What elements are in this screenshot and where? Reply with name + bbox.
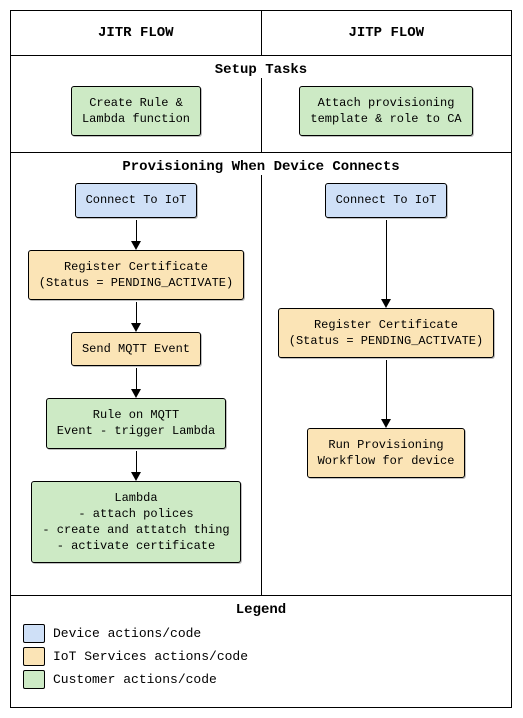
header-row: JITR FLOW JITP FLOW — [11, 11, 511, 56]
legend-section: Legend Device actions/code IoT Services a… — [11, 596, 511, 707]
header-right: JITP FLOW — [262, 11, 512, 55]
flow-box-left-3: Rule on MQTT Event - trigger Lambda — [46, 398, 226, 448]
header-left: JITR FLOW — [11, 11, 262, 55]
flow-box-right-2: Run Provisioning Workflow for device — [307, 428, 466, 478]
diagram-container: JITR FLOW JITP FLOW Setup Tasks Create R… — [10, 10, 512, 708]
legend-swatch-iot — [23, 647, 45, 666]
legend-label: IoT Services actions/code — [53, 649, 248, 664]
legend-label: Device actions/code — [53, 626, 201, 641]
legend-swatch-customer — [23, 670, 45, 689]
flow-box-left-0: Connect To IoT — [75, 183, 198, 217]
setup-columns: Create Rule & Lambda function Attach pro… — [11, 78, 511, 152]
legend-row-1: IoT Services actions/code — [23, 647, 499, 666]
arrow-left-3 — [131, 451, 141, 481]
legend-swatch-device — [23, 624, 45, 643]
arrow-left-0 — [131, 220, 141, 250]
arrow-right-0 — [381, 220, 391, 308]
flow-box-right-1: Register Certificate (Status = PENDING_A… — [278, 308, 494, 358]
legend-items: Device actions/code IoT Services actions/… — [23, 624, 499, 689]
legend-row-0: Device actions/code — [23, 624, 499, 643]
arrow-left-1 — [131, 302, 141, 332]
provisioning-columns: Connect To IoT Register Certificate (Stat… — [11, 175, 511, 595]
flow-box-left-2: Send MQTT Event — [71, 332, 201, 366]
provisioning-title: Provisioning When Device Connects — [11, 153, 511, 175]
flow-box-right-0: Connect To IoT — [325, 183, 448, 217]
legend-label: Customer actions/code — [53, 672, 217, 687]
setup-section: Setup Tasks Create Rule & Lambda functio… — [11, 56, 511, 153]
setup-divider — [261, 78, 262, 152]
flow-box-left-1: Register Certificate (Status = PENDING_A… — [28, 250, 244, 300]
setup-right-col: Attach provisioning template & role to C… — [261, 78, 511, 152]
setup-right-box: Attach provisioning template & role to C… — [299, 86, 472, 136]
arrow-left-2 — [131, 368, 141, 398]
provisioning-left-col: Connect To IoT Register Certificate (Stat… — [11, 175, 261, 595]
setup-left-box: Create Rule & Lambda function — [71, 86, 201, 136]
setup-left-col: Create Rule & Lambda function — [11, 78, 261, 152]
arrow-right-1 — [381, 360, 391, 428]
provisioning-divider — [261, 175, 262, 595]
legend-title: Legend — [23, 602, 499, 618]
flow-box-left-4: Lambda - attach polices - create and att… — [31, 481, 240, 564]
provisioning-right-col: Connect To IoT Register Certificate (Stat… — [261, 175, 511, 595]
legend-row-2: Customer actions/code — [23, 670, 499, 689]
provisioning-section: Provisioning When Device Connects Connec… — [11, 153, 511, 596]
setup-title: Setup Tasks — [11, 56, 511, 78]
